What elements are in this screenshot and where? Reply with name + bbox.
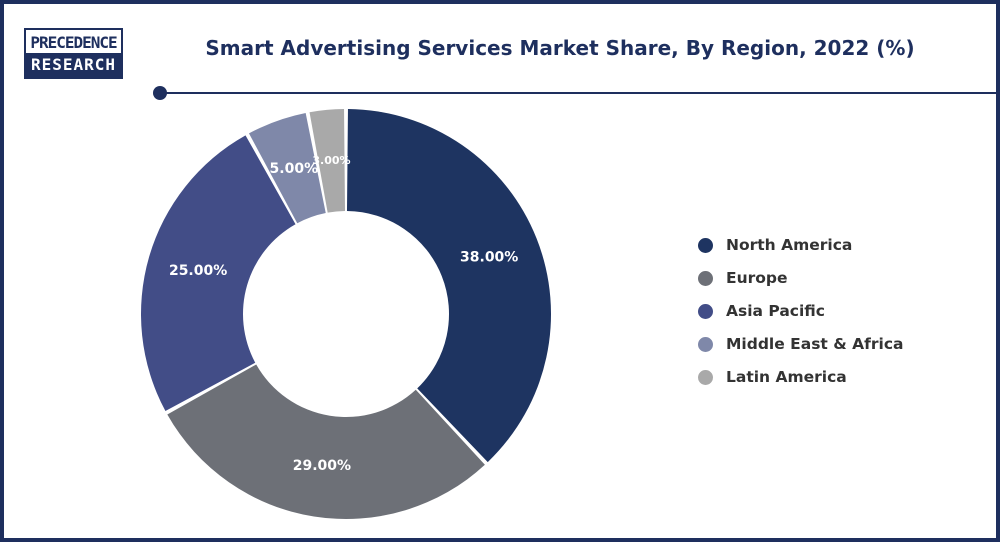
slice-asia-pacific — [141, 135, 296, 412]
legend-item: Middle East & Africa — [698, 335, 988, 368]
legend-item: North America — [698, 236, 988, 269]
slice-value-label: 5.00% — [270, 161, 319, 177]
legend-item: Europe — [698, 269, 988, 302]
slice-value-label: 3.00% — [312, 154, 350, 167]
brand-logo: PRECEDENCE RESEARCH — [24, 28, 123, 79]
legend-item: Latin America — [698, 368, 988, 401]
legend-label: Asia Pacific — [726, 302, 825, 320]
slice-value-label: 25.00% — [169, 263, 227, 279]
slice-value-label: 38.00% — [460, 249, 518, 265]
logo-line-1: PRECEDENCE — [30, 33, 117, 52]
legend-swatch — [698, 238, 713, 253]
legend: North America Europe Asia Pacific Middle Ea… — [698, 236, 988, 401]
slice-north-america — [346, 109, 551, 463]
legend-label: Latin America — [726, 368, 847, 386]
legend-label: North America — [726, 236, 853, 254]
slice-europe — [167, 364, 485, 519]
legend-swatch — [698, 337, 713, 352]
legend-label: Europe — [726, 269, 788, 287]
legend-swatch — [698, 370, 713, 385]
title-rule-dot — [153, 86, 167, 100]
title-rule-line — [164, 92, 996, 94]
slice-middle-east-africa — [248, 113, 326, 224]
slice-latin-america — [309, 109, 346, 213]
legend-label: Middle East & Africa — [726, 335, 904, 353]
chart-title: Smart Advertising Services Market Share,… — [205, 36, 915, 60]
legend-swatch — [698, 304, 713, 319]
logo-line-2: RESEARCH — [26, 53, 121, 77]
legend-item: Asia Pacific — [698, 302, 988, 335]
slice-value-label: 29.00% — [293, 458, 351, 474]
legend-swatch — [698, 271, 713, 286]
